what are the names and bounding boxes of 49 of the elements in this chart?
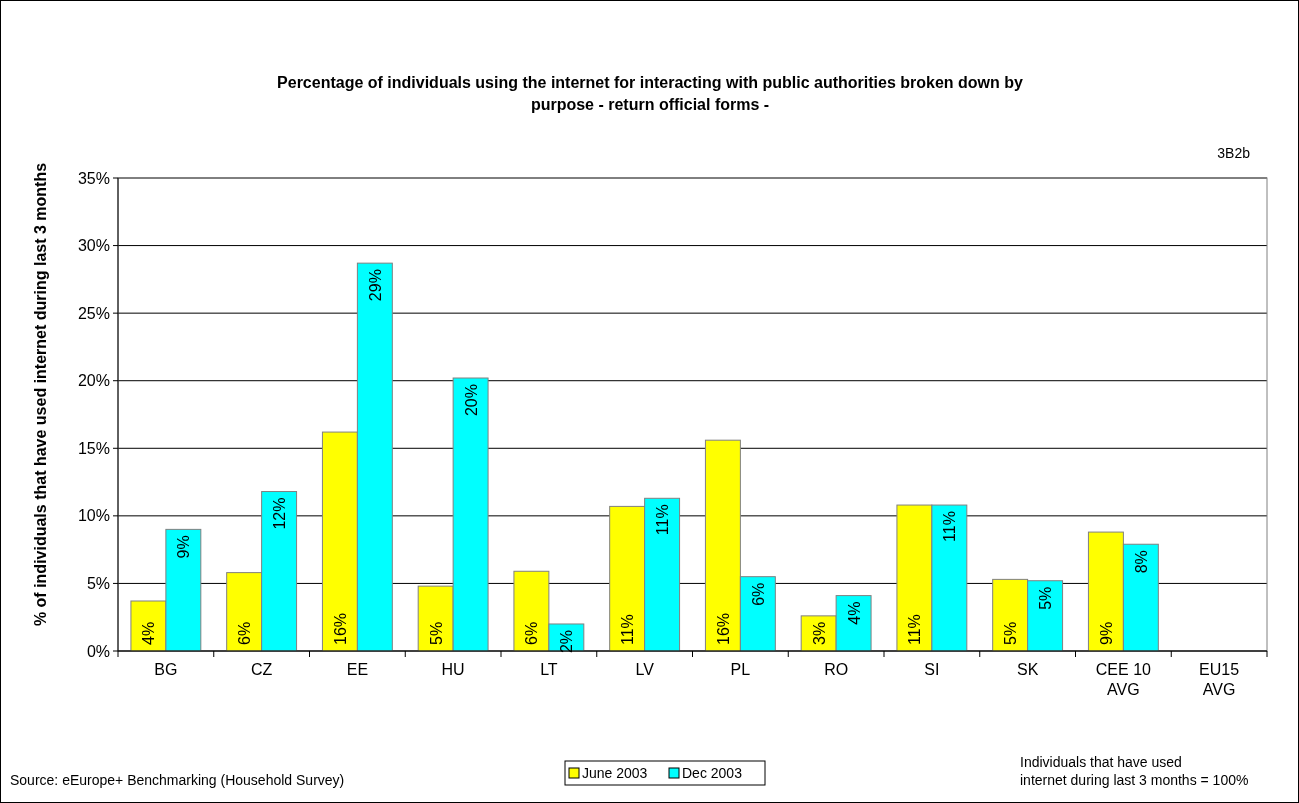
y-tick-label: 35% xyxy=(77,169,110,187)
y-tick-label: 15% xyxy=(77,439,110,457)
y-axis-title: % of individuals that have used internet during last 3 months xyxy=(32,162,49,627)
data-label: 11% xyxy=(619,614,637,645)
data-label: 5% xyxy=(427,621,445,645)
data-label: 3% xyxy=(810,621,828,645)
data-label: 16% xyxy=(331,612,349,645)
data-label: 4% xyxy=(140,621,158,645)
y-tick-label: 25% xyxy=(77,304,110,322)
x-tick-label: PL xyxy=(730,661,751,678)
chart-title: Percentage of individuals using the internet for interacting with public authorities broken down by purpose - return official forms - xyxy=(277,74,1024,113)
x-tick-label: SI xyxy=(924,661,940,678)
x-tick-label: SK xyxy=(1016,661,1039,678)
data-label: 6% xyxy=(523,621,541,645)
y-tick-label: 10% xyxy=(77,507,110,525)
data-label: 2% xyxy=(558,629,576,654)
y-tick-label: 0% xyxy=(86,642,110,660)
data-label: 11% xyxy=(941,511,959,542)
data-label: 5% xyxy=(1002,621,1020,645)
x-tick-label: CZ xyxy=(250,661,273,678)
data-label: 9% xyxy=(175,535,193,559)
data-label: 6% xyxy=(749,582,767,606)
x-tick-label: LV xyxy=(635,661,655,678)
x-tick-label: LT xyxy=(540,661,558,678)
x-tick-label: RO xyxy=(824,661,849,678)
data-label: 16% xyxy=(714,612,732,645)
legend-label: June 2003 xyxy=(582,764,648,781)
x-tick-label: CEE 10 AVG xyxy=(1095,661,1152,698)
data-label: 12% xyxy=(271,497,289,530)
data-label: 20% xyxy=(462,384,480,417)
data-label: 6% xyxy=(236,621,254,645)
data-label: 11% xyxy=(654,504,672,536)
text: 3B2b xyxy=(1217,145,1251,161)
y-tick-label: 20% xyxy=(77,372,110,390)
data-label: 29% xyxy=(366,269,384,302)
y-tick-label: 5% xyxy=(86,575,110,593)
data-label: 5% xyxy=(1037,586,1055,610)
data-label: 4% xyxy=(845,601,863,625)
legend-label: Dec 2003 xyxy=(682,764,743,781)
data-label: 11% xyxy=(906,614,924,645)
source-note: Source: eEurope+ Benchmarking (Household Survey) xyxy=(10,772,345,788)
text: Individuals that have used internet during last 3 months = 100% xyxy=(1020,754,1249,788)
x-tick-label: HU xyxy=(441,661,465,678)
x-tick-label: EU15 AVG xyxy=(1199,661,1240,698)
x-tick-label: EE xyxy=(346,661,369,678)
data-label: 8% xyxy=(1132,550,1150,574)
data-label: 9% xyxy=(1097,621,1115,645)
x-tick-label: BG xyxy=(154,661,178,678)
y-tick-label: 30% xyxy=(77,237,110,255)
